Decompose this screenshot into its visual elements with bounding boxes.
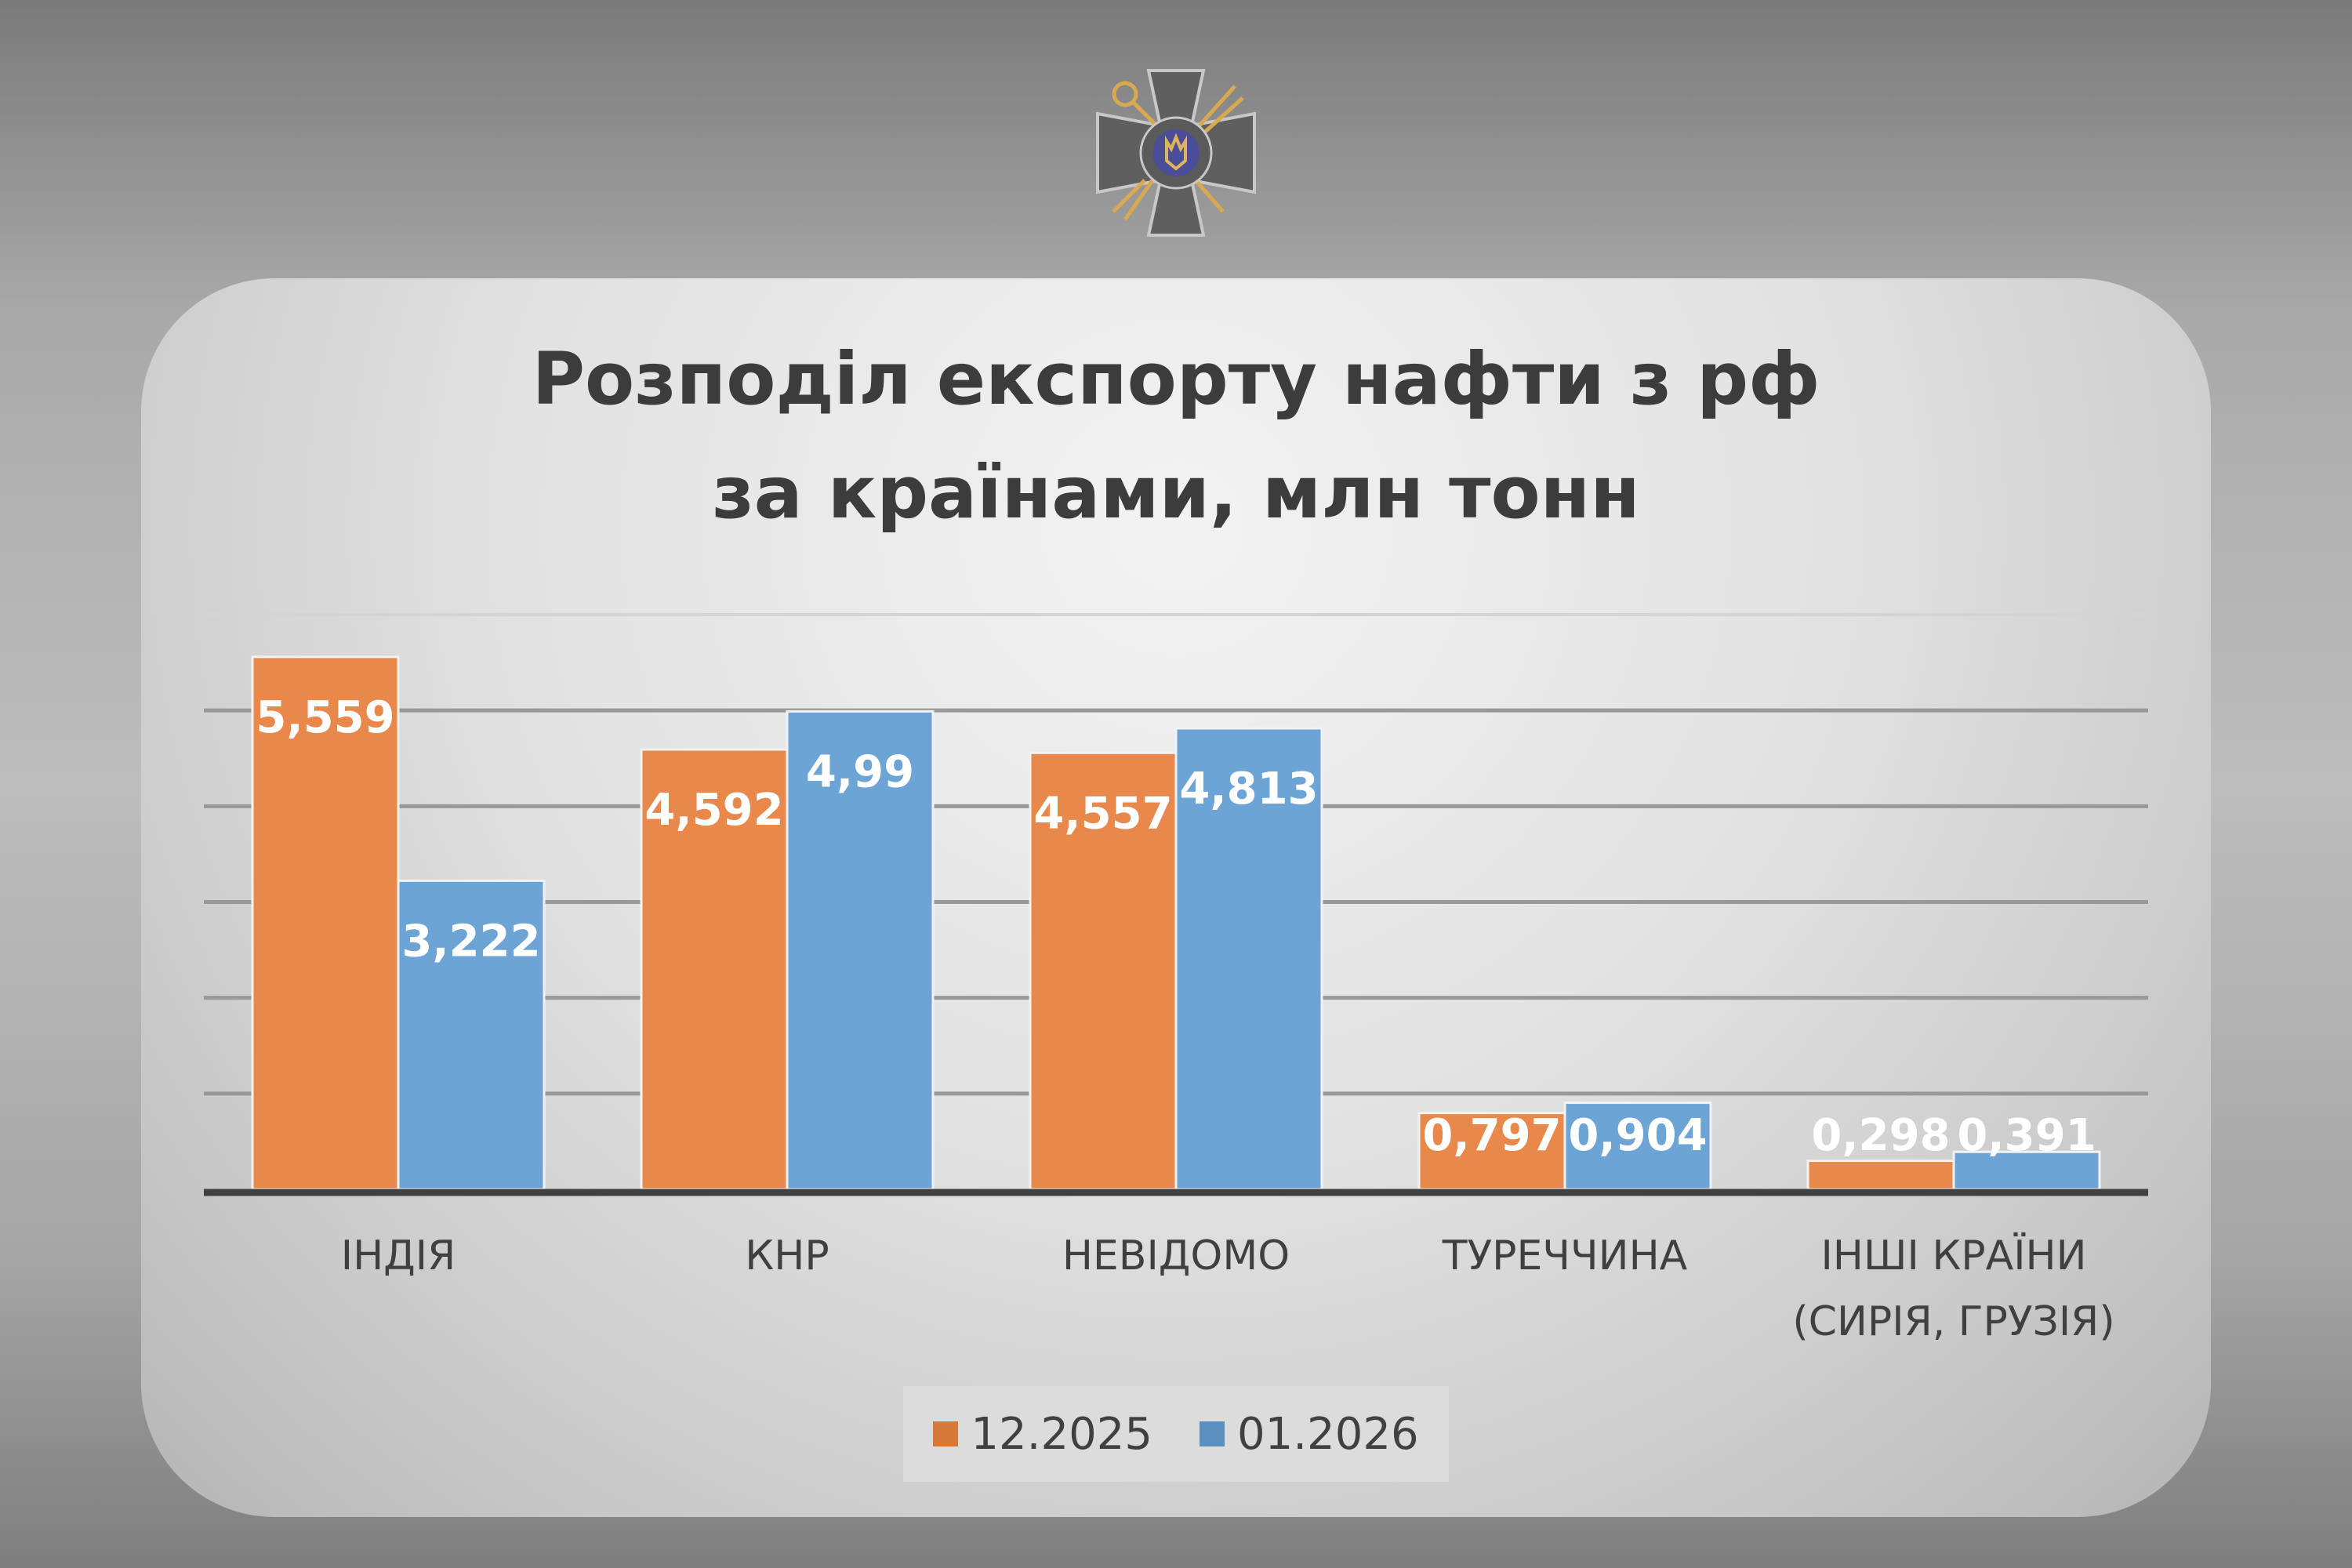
legend-swatch-orange <box>933 1421 959 1446</box>
data-label: 3,222 <box>401 916 540 967</box>
bar-12.2025 <box>640 748 789 1191</box>
legend-label: 01.2026 <box>1237 1408 1419 1460</box>
data-label: 4,592 <box>644 785 783 836</box>
category-label: НЕВІДОМО <box>982 1223 1370 1289</box>
category-label: ІНШІ КРАЇНИ (СИРІЯ, ГРУЗІЯ) <box>1759 1223 2148 1355</box>
bar-12.2025 <box>1029 751 1178 1191</box>
data-label: 4,813 <box>1179 764 1318 815</box>
category-label-line: НЕВІДОМО <box>1062 1232 1290 1279</box>
bar-01.2026 <box>786 710 935 1191</box>
category-label-line: ТУРЕЧЧИНА <box>1442 1232 1688 1279</box>
data-label: 0,904 <box>1568 1110 1707 1161</box>
chart-title-line-1: Розподіл експорту нафти з рф <box>532 337 1820 421</box>
legend: 12.2025 01.2026 <box>903 1386 1449 1482</box>
data-label: 4,99 <box>806 746 914 797</box>
category-label: ІНДІЯ <box>204 1223 593 1289</box>
category-label-line: (СИРІЯ, ГРУЗІЯ) <box>1792 1298 2115 1345</box>
legend-label: 12.2025 <box>971 1408 1152 1460</box>
data-label: 5,559 <box>256 692 394 743</box>
data-label: 0,797 <box>1422 1110 1561 1161</box>
category-label: ТУРЕЧЧИНА <box>1370 1223 1759 1289</box>
data-label: 4,557 <box>1033 788 1172 839</box>
category-label-line: ІНШІ КРАЇНИ <box>1820 1232 2087 1279</box>
legend-item-12-2025: 12.2025 <box>933 1409 1152 1460</box>
data-label: 0,391 <box>1957 1110 2096 1161</box>
legend-swatch-blue <box>1200 1421 1225 1446</box>
chart-title-line-2: за країнами, млн тонн <box>712 451 1640 535</box>
bar-12.2025 <box>1806 1160 1955 1191</box>
bar-01.2026 <box>1563 1102 1712 1191</box>
emblem-logo <box>1096 69 1256 237</box>
category-label-line: ІНДІЯ <box>340 1232 456 1279</box>
category-label-line: КНР <box>745 1232 829 1279</box>
data-label: 0,298 <box>1811 1110 1950 1161</box>
bar-01.2026 <box>1952 1150 2101 1191</box>
category-label: КНР <box>593 1223 982 1289</box>
legend-item-01-2026: 01.2026 <box>1200 1409 1419 1460</box>
